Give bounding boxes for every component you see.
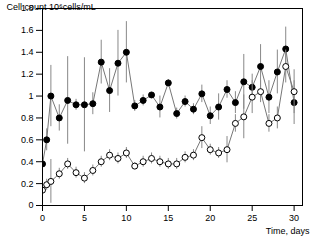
svg-text:5: 5 bbox=[82, 213, 87, 223]
svg-text:Cell count 10⁶cells/mL: Cell count 10⁶cells/mL bbox=[7, 2, 96, 12]
svg-text:10: 10 bbox=[121, 213, 131, 223]
svg-text:30: 30 bbox=[289, 213, 299, 223]
svg-text:20: 20 bbox=[205, 213, 215, 223]
svg-text:1.4: 1.4 bbox=[21, 47, 34, 57]
svg-text:0: 0 bbox=[28, 200, 33, 210]
svg-text:Time, days: Time, days bbox=[266, 226, 310, 236]
svg-text:0.4: 0.4 bbox=[21, 157, 34, 167]
svg-text:0: 0 bbox=[40, 213, 45, 223]
svg-text:0.8: 0.8 bbox=[21, 113, 34, 123]
svg-text:0.6: 0.6 bbox=[21, 135, 34, 145]
svg-text:25: 25 bbox=[247, 213, 257, 223]
svg-text:1.2: 1.2 bbox=[21, 69, 34, 79]
svg-text:0.2: 0.2 bbox=[21, 178, 34, 188]
svg-text:1.6: 1.6 bbox=[21, 25, 34, 35]
svg-text:1: 1 bbox=[28, 91, 33, 101]
svg-text:15: 15 bbox=[163, 213, 173, 223]
